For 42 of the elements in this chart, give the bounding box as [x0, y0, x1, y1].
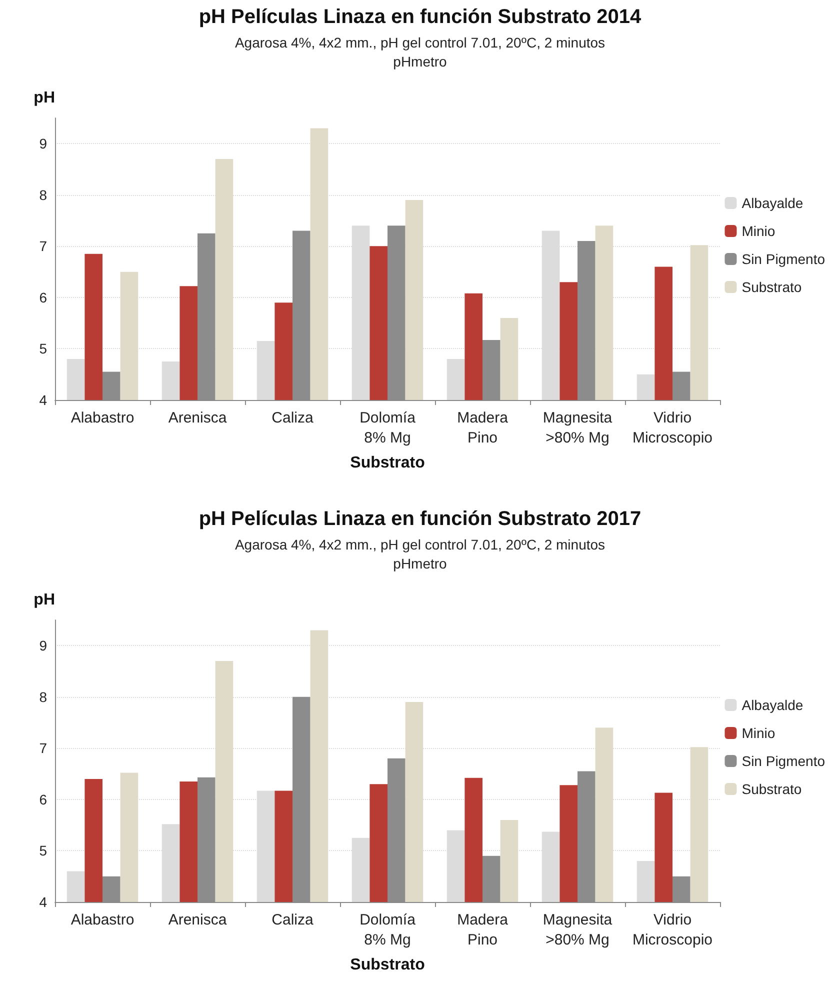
legend-label: Substrato — [742, 781, 802, 797]
y-tick-label: 5 — [39, 842, 48, 859]
y-tick-label: 7 — [39, 238, 48, 254]
legend-label: Minio — [742, 725, 776, 741]
y-tick-label: 8 — [39, 688, 48, 705]
x-tick-label: Caliza — [272, 912, 314, 928]
x-tick-label: Dolomía 8% Mg — [360, 410, 416, 446]
x-tick-label: Arenisca — [168, 912, 228, 928]
x-tick-label: Vidrio Microscopio — [632, 912, 713, 948]
y-tick-label: 7 — [39, 740, 48, 756]
chart-subtitle: Agarosa 4%, 4x2 mm., pH gel control 7.01, 20ºC, 2 minutos pHmetro — [234, 34, 606, 70]
x-tick-label: Caliza — [272, 410, 314, 426]
chart-title: pH Películas Linaza en función Substrato 2014 — [198, 6, 642, 28]
legend-label: Minio — [742, 223, 776, 239]
chart-subtitle: Agarosa 4%, 4x2 mm., pH gel control 7.01, 20ºC, 2 minutos pHmetro — [234, 536, 606, 572]
y-axis-title: pH — [34, 592, 55, 608]
chart-title: pH Películas Linaza en función Substrato 2017 — [198, 508, 642, 530]
y-tick-label: 9 — [39, 136, 48, 152]
y-tick-label: 9 — [39, 638, 48, 654]
y-tick-label: 4 — [39, 894, 48, 910]
y-tick-label: 4 — [39, 392, 48, 408]
legend-label: Substrato — [742, 279, 802, 295]
x-axis-title: Substrato — [350, 454, 426, 472]
x-tick-label: Alabastro — [70, 912, 134, 928]
y-tick-label: 6 — [39, 289, 48, 306]
x-tick-label: Arenisca — [168, 410, 228, 426]
legend-label: Sin Pigmento — [742, 753, 826, 769]
y-axis-title: pH — [34, 90, 55, 106]
x-tick-label: Madera Pino — [457, 912, 509, 948]
x-tick-label: Magnesita >80% Mg — [542, 410, 613, 446]
legend-label: Sin Pigmento — [742, 251, 826, 267]
y-tick-label: 8 — [39, 186, 48, 203]
x-axis-title: Substrato — [350, 956, 426, 974]
legend-label: Albayalde — [742, 195, 804, 211]
x-tick-label: Magnesita >80% Mg — [542, 912, 613, 948]
x-tick-label: Madera Pino — [457, 410, 509, 446]
x-tick-label: Vidrio Microscopio — [632, 410, 713, 446]
legend-label: Albayalde — [742, 697, 804, 713]
y-tick-label: 6 — [39, 791, 48, 808]
y-tick-label: 5 — [39, 340, 48, 357]
x-tick-label: Dolomía 8% Mg — [360, 912, 416, 948]
x-tick-label: Alabastro — [70, 410, 134, 426]
